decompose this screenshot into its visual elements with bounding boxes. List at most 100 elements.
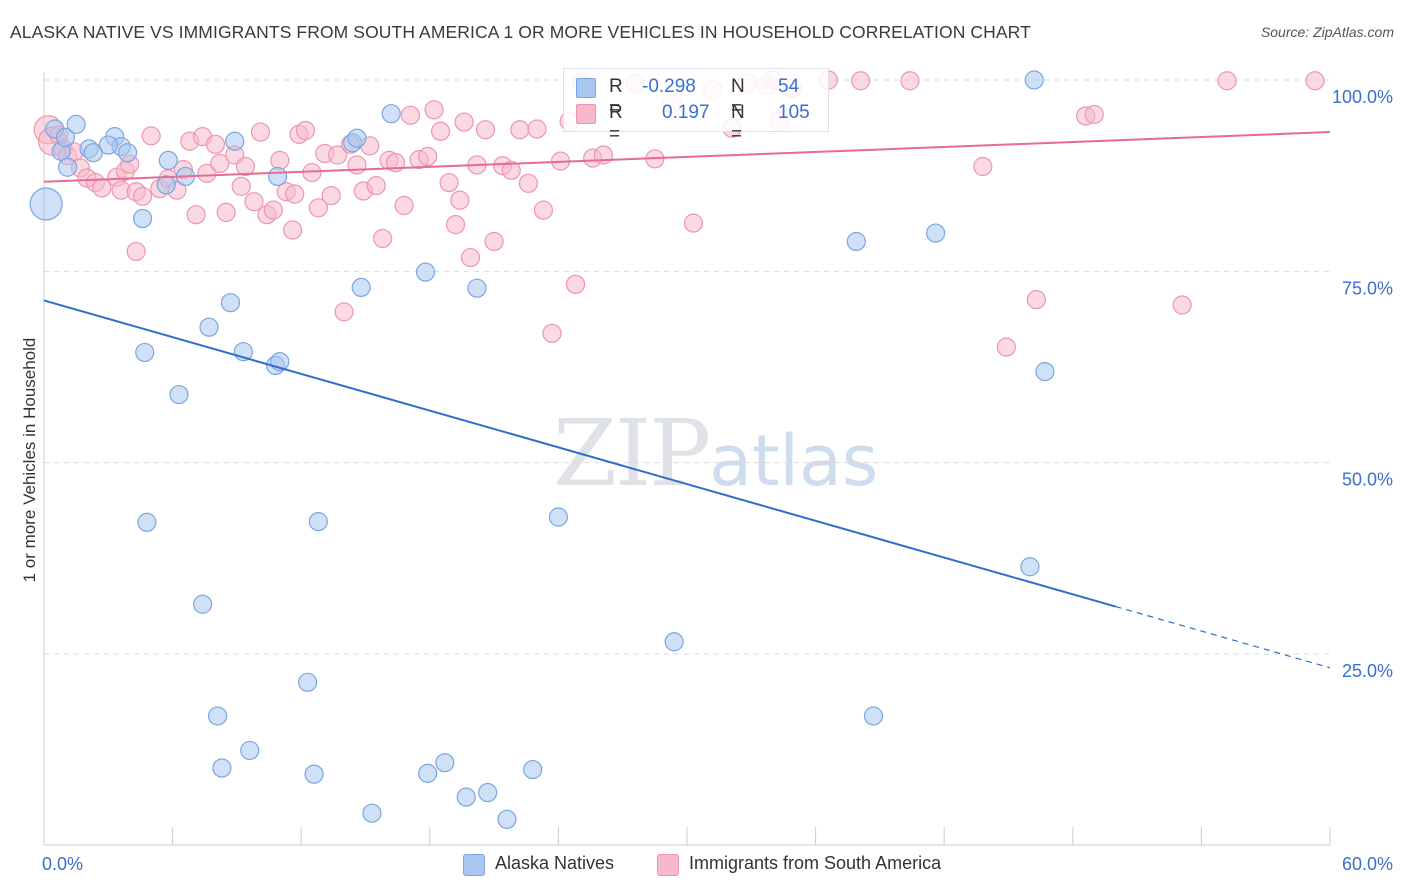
point-alaska-natives <box>135 342 155 363</box>
chart-source: Source: ZipAtlas.com <box>1260 24 1394 40</box>
point-alaska-natives <box>846 231 866 252</box>
point-alaska-natives <box>664 632 684 652</box>
legend-label: Immigrants from South America <box>689 853 942 873</box>
legend-label: Alaska Natives <box>495 853 615 873</box>
point-alaska-natives <box>351 277 371 298</box>
point-immigrants-south-america <box>460 247 481 268</box>
point-immigrants-south-america <box>851 71 871 91</box>
point-alaska-natives <box>193 594 213 614</box>
point-alaska-natives <box>98 135 118 155</box>
watermark-atlas: atlas <box>709 420 879 502</box>
legend-r-label: R = <box>609 102 623 145</box>
point-alaska-natives <box>268 166 288 187</box>
point-immigrants-south-america <box>285 184 305 204</box>
point-immigrants-south-america <box>295 120 316 141</box>
point-alaska-natives <box>117 143 138 163</box>
trend-line-alaska-natives-extension <box>1115 605 1331 669</box>
point-alaska-natives <box>57 157 78 177</box>
legend-r-value: 0.197 <box>662 102 710 123</box>
point-immigrants-south-america <box>542 323 562 343</box>
point-alaska-natives <box>863 706 884 726</box>
point-alaska-natives <box>926 223 946 243</box>
point-alaska-natives <box>304 764 324 784</box>
y-tick-label: 75.0% <box>1342 278 1393 298</box>
point-immigrants-south-america <box>424 100 444 120</box>
y-tick-label: 100.0% <box>1332 87 1393 107</box>
point-alaska-natives <box>240 740 260 761</box>
point-immigrants-south-america <box>518 173 538 193</box>
point-alaska-natives <box>548 507 569 527</box>
point-immigrants-south-america <box>1026 290 1046 310</box>
point-immigrants-south-america <box>527 119 547 139</box>
legend-n-value: 105 <box>778 102 810 123</box>
point-alaska-natives <box>497 809 517 829</box>
point-immigrants-south-america <box>439 172 459 193</box>
legend-swatch-pink <box>657 854 679 876</box>
point-alaska-natives <box>29 187 63 221</box>
point-alaska-natives <box>1020 557 1040 577</box>
point-immigrants-south-america <box>900 71 920 91</box>
legend-n-label: N = <box>731 102 745 145</box>
point-immigrants-south-america <box>186 205 206 225</box>
point-immigrants-south-america <box>283 220 303 240</box>
legend-swatch-pink <box>576 104 596 124</box>
point-alaska-natives <box>381 104 401 124</box>
y-tick-label: 50.0% <box>1342 470 1393 490</box>
point-alaska-natives <box>415 262 436 282</box>
point-immigrants-south-america <box>973 156 993 177</box>
point-immigrants-south-america <box>210 153 230 174</box>
x-tick-label: 60.0% <box>1342 854 1393 874</box>
point-alaska-natives <box>347 128 367 148</box>
point-alaska-natives <box>456 787 476 807</box>
point-immigrants-south-america <box>328 145 348 165</box>
point-immigrants-south-america <box>366 176 386 196</box>
legend-swatch-blue <box>463 854 485 876</box>
point-alaska-natives <box>137 512 157 532</box>
point-alaska-natives <box>132 208 153 229</box>
point-alaska-natives <box>478 782 498 803</box>
point-alaska-natives <box>298 672 318 692</box>
trend-line-alaska-natives <box>43 299 1116 608</box>
point-alaska-natives <box>158 150 178 170</box>
point-alaska-natives <box>435 753 455 773</box>
legend-stats: R = -0.298 N = 54 R = 0.197 N = 105 <box>563 68 829 145</box>
point-immigrants-south-america <box>418 146 438 167</box>
point-immigrants-south-america <box>454 112 474 132</box>
point-alaska-natives <box>362 803 382 823</box>
point-immigrants-south-america <box>430 121 451 141</box>
point-immigrants-south-america <box>231 176 251 196</box>
point-immigrants-south-america <box>205 134 226 154</box>
point-immigrants-south-america <box>321 185 341 206</box>
point-immigrants-south-america <box>565 274 586 294</box>
point-immigrants-south-america <box>533 200 553 220</box>
point-immigrants-south-america <box>216 202 236 223</box>
point-alaska-natives <box>169 384 189 405</box>
point-immigrants-south-america <box>683 213 704 233</box>
point-immigrants-south-america <box>394 195 414 216</box>
point-immigrants-south-america <box>270 150 290 170</box>
point-alaska-natives <box>418 763 438 783</box>
point-immigrants-south-america <box>996 337 1016 357</box>
point-immigrants-south-america <box>263 200 283 220</box>
point-immigrants-south-america <box>484 231 504 252</box>
chart-title: ALASKA NATIVE VS IMMIGRANTS FROM SOUTH A… <box>10 22 1031 42</box>
point-immigrants-south-america <box>308 198 328 218</box>
point-immigrants-south-america <box>250 122 271 142</box>
x-tick-label: 0.0% <box>42 854 83 874</box>
point-immigrants-south-america <box>501 160 521 180</box>
point-immigrants-south-america <box>347 155 367 175</box>
trend-line-immigrants-south-america <box>43 131 1331 183</box>
point-immigrants-south-america <box>510 120 530 140</box>
legend-r-label: R = <box>609 76 623 119</box>
point-alaska-natives <box>220 293 241 313</box>
point-alaska-natives <box>55 127 76 147</box>
legend-r-value: -0.298 <box>642 76 696 97</box>
point-alaska-natives <box>66 114 86 134</box>
point-alaska-natives <box>523 759 543 780</box>
point-immigrants-south-america <box>1305 71 1325 91</box>
point-alaska-natives <box>208 706 228 726</box>
point-alaska-natives <box>83 143 103 163</box>
legend-n-value: 54 <box>778 76 800 97</box>
point-immigrants-south-america <box>92 178 112 198</box>
